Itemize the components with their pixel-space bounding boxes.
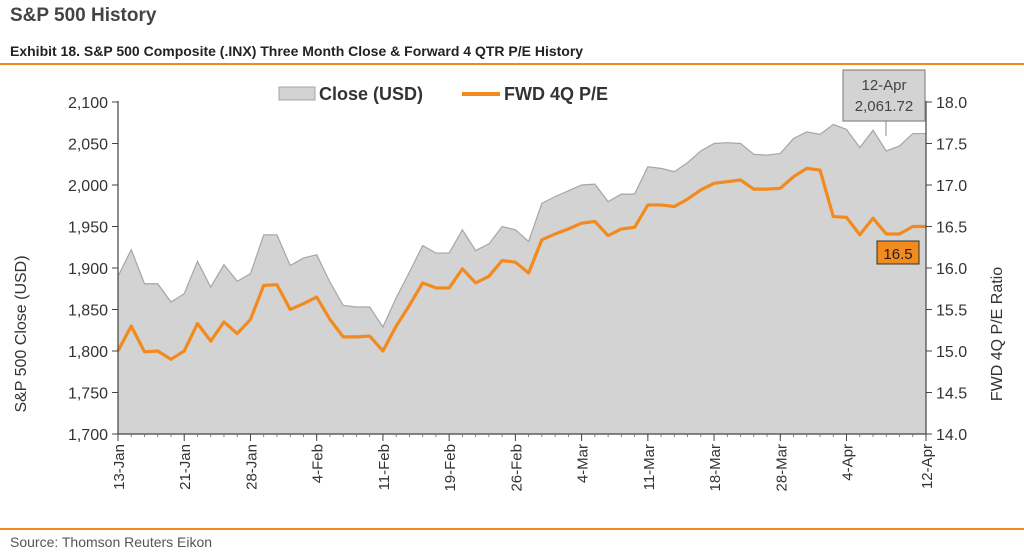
y-tick-left-label: 1,900 [68, 261, 108, 278]
pe-callout-value: 16.5 [883, 246, 912, 263]
legend-pe-label: FWD 4Q P/E [504, 84, 608, 104]
y-tick-right-label: 15.0 [936, 344, 967, 361]
close-callout: 12-Apr 2,061.72 [842, 69, 926, 136]
x-tick-label: 4-Feb [310, 444, 327, 483]
y-tick-right-label: 15.5 [936, 303, 967, 320]
legend-close-label: Close (USD) [319, 84, 423, 104]
pe-line [116, 166, 926, 361]
y-tick-left-label: 2,000 [68, 178, 108, 195]
y-tick-right-label: 17.0 [936, 178, 967, 195]
x-tick-label: 11-Feb [376, 444, 393, 490]
x-tick-label: 28-Jan [243, 444, 260, 490]
x-tick-label: 18-Mar [707, 444, 724, 492]
x-tick-label: 12-Apr [919, 444, 936, 489]
x-axis-labels: 13-Jan 21-Jan 28-Jan 4-Feb 11-Feb 19-Feb 26-Fe… [111, 434, 936, 492]
top-divider [0, 63, 1024, 65]
y-tick-left-label: 1,800 [68, 344, 108, 361]
legend: Close (USD) FWD 4Q P/E [278, 84, 608, 104]
y-tick-right-label: 14.0 [936, 427, 967, 444]
y-tick-right-label: 18.0 [936, 95, 967, 112]
x-tick-label: 26-Feb [508, 444, 525, 492]
pe-callout: 16.5 [876, 240, 920, 265]
y-tick-left-label: 2,050 [68, 137, 108, 154]
y-tick-right-label: 14.5 [936, 386, 967, 403]
legend-close-swatch [278, 86, 316, 101]
bottom-divider [0, 528, 1024, 530]
close-area-series [117, 123, 926, 434]
x-tick-label: 13-Jan [111, 444, 128, 490]
chart: 1,700 1,750 1,800 1,850 1,900 1,950 2,000 2,050… [13, 69, 1006, 492]
y-tick-right-label: 17.5 [936, 137, 967, 154]
page-title: S&P 500 History [10, 5, 157, 26]
y-tick-left-label: 2,100 [68, 95, 108, 112]
close-area [118, 124, 926, 434]
exhibit-title: Exhibit 18. S&P 500 Composite (.INX) Thr… [10, 43, 584, 59]
x-tick-label: 4-Mar [575, 444, 592, 483]
y-tick-left-label: 1,750 [68, 386, 108, 403]
x-tick-label: 4-Apr [840, 444, 857, 481]
y-tick-left-label: 1,700 [68, 427, 108, 444]
x-tick-label: 28-Mar [773, 444, 790, 492]
y-tick-left-label: 1,850 [68, 303, 108, 320]
x-tick-label: 21-Jan [177, 444, 194, 490]
x-tick-label: 11-Mar [641, 444, 658, 490]
y-tick-right-label: 16.0 [936, 261, 967, 278]
y-tick-left-label: 1,950 [68, 220, 108, 237]
y-axis-right-label: FWD 4Q P/E Ratio [989, 267, 1006, 401]
y-tick-right-label: 16.5 [936, 220, 967, 237]
close-callout-value: 2,061.72 [855, 98, 913, 115]
y-axis-right-ticks: 14.0 14.5 15.0 15.5 16.0 16.5 17.0 17.5 18.0 [926, 95, 967, 444]
y-axis-left-label: S&P 500 Close (USD) [13, 255, 30, 412]
x-tick-label: 19-Feb [442, 444, 459, 492]
source-note: Source: Thomson Reuters Eikon [10, 534, 213, 550]
y-axis-left-ticks: 1,700 1,750 1,800 1,850 1,900 1,950 2,000 2,050… [68, 95, 118, 444]
close-callout-date: 12-Apr [861, 77, 906, 94]
pe-line-series [116, 166, 926, 361]
close-area-edge [117, 123, 926, 329]
